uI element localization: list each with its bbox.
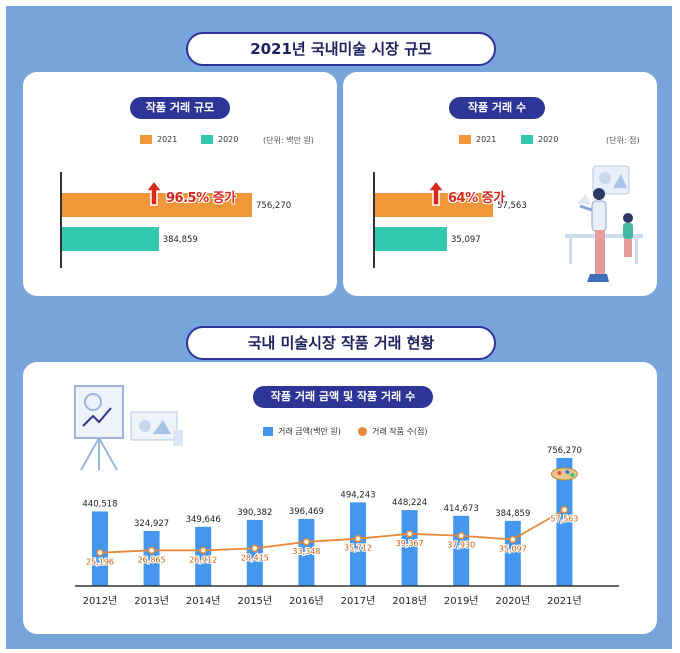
x-tick-label: 2016년 (289, 595, 324, 607)
axis-baseline (373, 172, 375, 268)
increase-badge: 96.5% 증가 (166, 191, 236, 206)
legend-label: 거래 금액(백만 원) (278, 427, 341, 436)
bar-2020 (375, 227, 447, 251)
line-value-label: 39,367 (396, 539, 424, 548)
bar-trade-amount (350, 502, 366, 586)
x-tick-label: 2015년 (237, 595, 272, 607)
line-value-label: 25,196 (86, 558, 114, 567)
line-trade-count (99, 508, 565, 554)
bar-trade-amount (453, 515, 470, 586)
legend-label: 2021 (157, 135, 178, 144)
line-point-trade-count (509, 535, 517, 544)
unit-label: (단위: 백만 원) (263, 136, 314, 145)
line-value-label: 37,930 (447, 541, 475, 550)
line-value-label: 28,415 (241, 553, 269, 562)
bar-trade-amount (556, 458, 573, 586)
x-tick-label: 2012년 (83, 595, 118, 607)
bar-value-label: 756,270 (547, 446, 582, 456)
x-tick-label: 2019년 (444, 595, 479, 607)
legend-swatch-orange (140, 135, 152, 144)
x-tick-label: 2020년 (495, 595, 530, 607)
bar-trade-amount (246, 519, 263, 586)
line-point-trade-count (302, 538, 311, 546)
up-arrow-icon (145, 180, 163, 206)
line-value-label: 26,865 (138, 555, 166, 564)
legend-swatch-orange (459, 135, 471, 144)
palette-icon (550, 467, 578, 481)
up-arrow-icon (427, 180, 445, 206)
top-title: 2021년 국내미술 시장 규모 (186, 32, 496, 66)
palette-dot-icon (557, 471, 562, 475)
bottom-title: 국내 미술시장 작품 거래 현황 (186, 326, 496, 360)
line-point-trade-count (251, 544, 259, 553)
line-value-label: 35,712 (344, 544, 372, 553)
x-tick-label: 2018년 (392, 595, 427, 607)
combo-chart-title: 작품 거래 금액 및 작품 거래 수 (253, 386, 433, 408)
legend-2020: 2020 (201, 135, 238, 144)
x-tick-label: 2017년 (341, 595, 376, 607)
line-point-trade-count (457, 531, 465, 540)
bar-value-2021: 57,563 (497, 201, 527, 211)
x-tick-label: 2013년 (134, 595, 169, 607)
axis-baseline (60, 172, 62, 268)
legend-label: 2020 (218, 135, 239, 144)
bar-trade-amount (401, 510, 418, 586)
bar-value-label: 396,469 (289, 507, 324, 517)
bar-value-2020: 384,859 (162, 235, 198, 245)
line-value-label: 35,097 (499, 544, 527, 553)
legend-swatch-teal (521, 135, 533, 144)
line-point-trade-count (354, 534, 362, 543)
legend-2020: 2020 (521, 135, 558, 144)
legend-label: 2021 (476, 135, 497, 144)
line-point-trade-count (147, 546, 156, 555)
panel-combo-chart: 작품 거래 금액 및 작품 거래 수 거래 금액(백만 원) 거래 작품 수(점… (23, 362, 657, 634)
legend-swatch-blue (263, 427, 273, 436)
bar-trade-amount (143, 531, 160, 586)
bar-value-2020: 35,097 (450, 235, 481, 245)
presenter-illustration (565, 165, 643, 282)
line-value-label: 33,348 (292, 547, 320, 556)
legend-label: 2020 (538, 135, 559, 144)
bar-value-label: 349,646 (186, 515, 221, 525)
bar-value-label: 384,859 (495, 509, 530, 519)
bar-trade-amount (298, 518, 315, 586)
panel-count-title: 작품 거래 수 (449, 97, 545, 119)
increase-badge: 64% 증가 (448, 191, 505, 206)
legend-swatch-orange-dot (358, 427, 367, 436)
bar-value-label: 448,224 (392, 498, 427, 508)
combo-chart: 440,518 2012년 324,927 2013년 349,646 2014년 390,… (75, 446, 619, 607)
bar-value-label: 390,382 (237, 508, 272, 518)
legend-label: 거래 작품 수(점) (372, 427, 428, 436)
panel-trade-amount: 작품 거래 규모 2021 2020 (단위: 백만 원) 756,270 38… (23, 72, 337, 296)
bar-value-label: 494,243 (340, 490, 375, 500)
bar-value-label: 324,927 (134, 519, 169, 529)
panel-amount-title: 작품 거래 규모 (130, 97, 230, 119)
bar-value-2021: 756,270 (256, 201, 292, 211)
panel-trade-count: 작품 거래 수 2021 2020 (단위: 점) 57,563 35,097 … (343, 72, 657, 296)
bar-trade-amount (92, 511, 108, 586)
bar-value-label: 414,673 (444, 504, 479, 514)
line-point-trade-count (560, 505, 569, 514)
legend-2021: 2021 (459, 135, 496, 144)
legend-2021: 2021 (140, 135, 177, 144)
bar-value-label: 440,518 (82, 499, 117, 509)
legend-swatch-teal (201, 135, 213, 144)
infographic-background: 2021년 국내미술 시장 규모 작품 거래 규모 2021 2020 (단위:… (6, 6, 672, 649)
line-value-label: 26,912 (189, 555, 217, 564)
easel-illustration (74, 385, 183, 471)
line-point-trade-count (96, 548, 104, 557)
palette-dot-icon (565, 470, 570, 474)
line-value-label: 57,563 (550, 515, 578, 524)
line-point-trade-count (199, 546, 207, 555)
palette-dot-icon (570, 473, 575, 477)
bar-trade-amount (195, 526, 212, 586)
unit-label: (단위: 점) (606, 136, 640, 145)
line-point-trade-count (405, 530, 414, 538)
legend-trade-count: 거래 작품 수(점) (358, 426, 428, 437)
legend-trade-amount: 거래 금액(백만 원) (263, 426, 341, 437)
x-tick-label: 2014년 (186, 595, 221, 607)
bar-2020 (62, 227, 159, 251)
x-tick-label: 2021년 (547, 595, 582, 607)
